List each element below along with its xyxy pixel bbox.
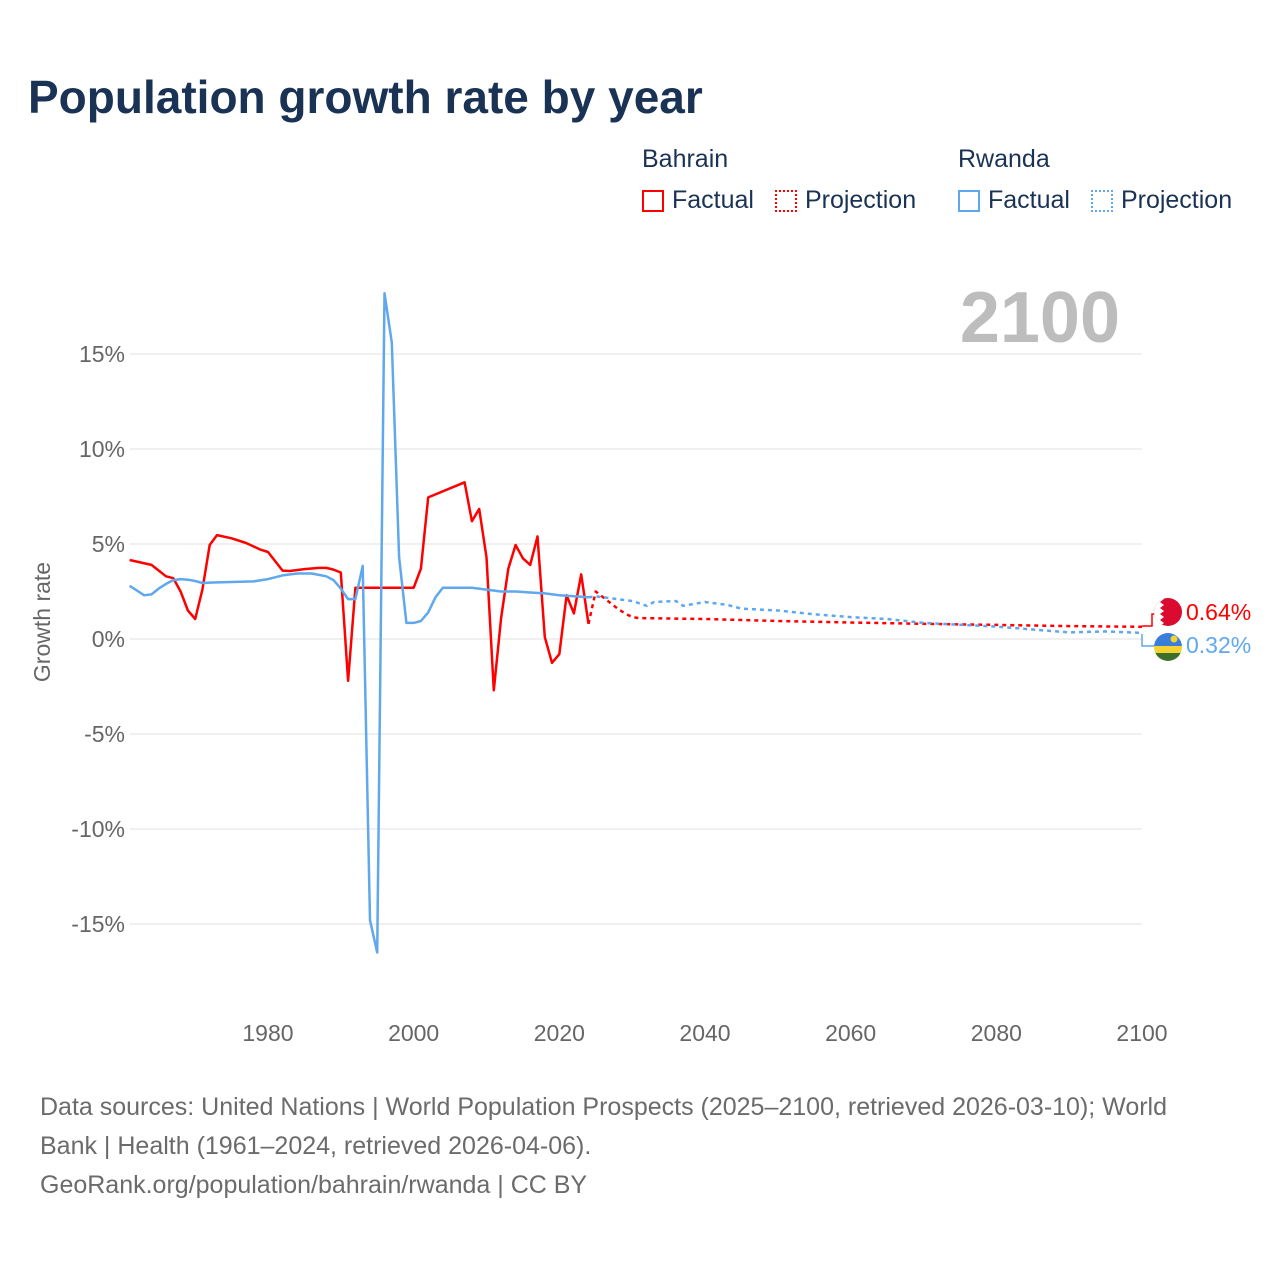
series-bahrain-projection[interactable] bbox=[587, 590, 1143, 629]
x-tick-label: 2100 bbox=[1116, 1020, 1167, 1046]
dotted-swatch-icon bbox=[1090, 189, 1113, 212]
x-tick-label: 1980 bbox=[242, 1020, 293, 1046]
y-tick-label: 0% bbox=[92, 626, 125, 652]
series-rwanda-projection[interactable] bbox=[588, 595, 1143, 635]
solid-swatch-icon bbox=[958, 189, 980, 212]
x-tick-label: 2060 bbox=[825, 1020, 876, 1046]
y-tick-label: 15% bbox=[79, 341, 125, 367]
legend-group-bahrain: Bahrain Factual Projection bbox=[642, 145, 930, 219]
dotted-swatch-icon bbox=[774, 189, 797, 212]
legend-group-label: Rwanda bbox=[958, 145, 1050, 173]
x-tick-label: 2000 bbox=[388, 1020, 439, 1046]
line-chart: 15% 10% 5% 0% -5% -10% -15% 1980 2000 2020 2040 206… bbox=[29, 278, 1251, 1046]
y-tick-label: -15% bbox=[71, 911, 125, 937]
y-tick-label: -5% bbox=[84, 721, 125, 747]
y-tick-label: 5% bbox=[92, 531, 125, 557]
legend-rwanda-factual[interactable]: Factual bbox=[958, 186, 1070, 215]
end-value-bahrain: 0.64% bbox=[1186, 599, 1251, 625]
data-sources: Data sources: United Nations | World Pop… bbox=[40, 1093, 1168, 1160]
series-bahrain-factual[interactable] bbox=[129, 481, 590, 692]
legend-group-rwanda: Rwanda Factual Projection bbox=[958, 145, 1246, 219]
year-label: 2100 bbox=[960, 278, 1120, 358]
solid-swatch-icon bbox=[642, 189, 664, 212]
footer: Data sources: United Nations | World Pop… bbox=[40, 1088, 1230, 1205]
legend-bahrain-projection[interactable]: Projection bbox=[774, 186, 917, 215]
x-tick-label: 2040 bbox=[679, 1020, 730, 1046]
legend-label: Projection bbox=[804, 186, 917, 214]
legend-label: Factual bbox=[988, 186, 1070, 214]
source-link[interactable]: GeoRank.org/population/bahrain/rwanda | … bbox=[40, 1171, 588, 1199]
bahrain-flag-icon bbox=[1154, 598, 1182, 626]
end-value-rwanda: 0.32% bbox=[1186, 632, 1251, 658]
x-tick-label: 2080 bbox=[971, 1020, 1022, 1046]
y-axis-label: Growth rate bbox=[29, 562, 55, 682]
y-tick-label: -10% bbox=[71, 816, 125, 842]
rwanda-flag-icon bbox=[1154, 633, 1182, 661]
legend-label: Factual bbox=[672, 186, 754, 214]
legend-label: Projection bbox=[1120, 186, 1233, 214]
legend-bahrain-factual[interactable]: Factual bbox=[642, 186, 754, 215]
legend-rwanda-projection[interactable]: Projection bbox=[1090, 186, 1233, 215]
connector-rwanda bbox=[1141, 634, 1158, 647]
y-tick-label: 10% bbox=[79, 436, 125, 462]
chart-title: Population growth rate by year bbox=[28, 71, 703, 123]
legend-group-label: Bahrain bbox=[642, 145, 729, 173]
x-tick-label: 2020 bbox=[534, 1020, 585, 1046]
series-rwanda-factual[interactable] bbox=[128, 291, 589, 954]
